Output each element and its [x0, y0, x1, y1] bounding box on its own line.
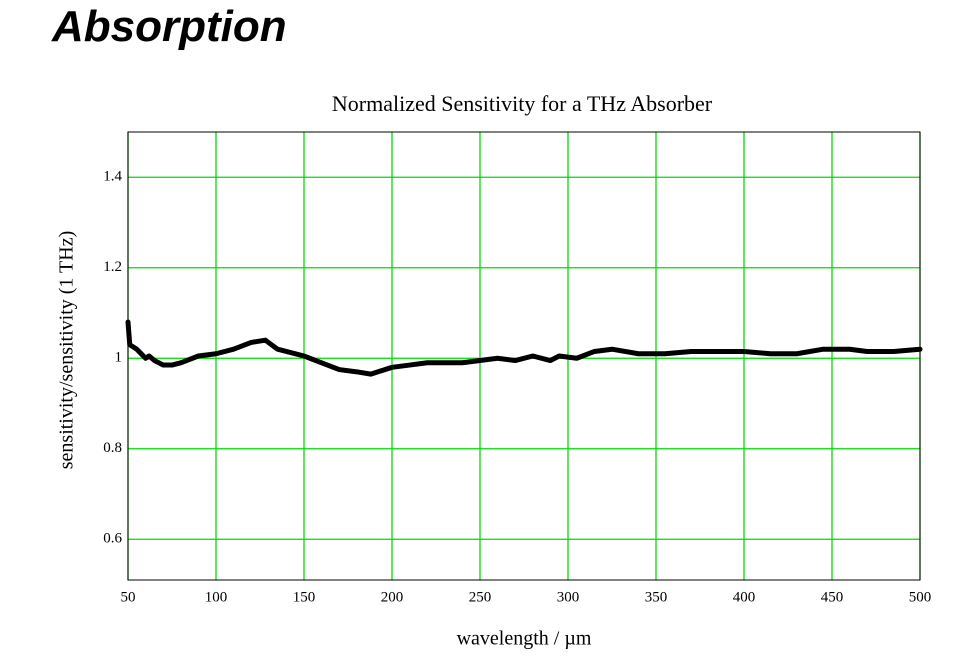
data-line: [125, 319, 923, 377]
y-axis-label: sensitivity/sensitivity (1 THz): [56, 231, 78, 470]
x-axis-label: wavelength / µm: [457, 628, 592, 650]
y-tick-label: 1: [115, 350, 123, 366]
y-tick-label: 0.6: [103, 531, 122, 547]
y-tick-label: 1.4: [103, 169, 122, 185]
x-tick-label: 350: [645, 589, 668, 605]
x-tick-label: 450: [821, 589, 844, 605]
y-tick-label: 1.2: [103, 259, 122, 275]
x-tick-label: 500: [909, 589, 932, 605]
x-tick-label: 100: [205, 589, 228, 605]
chart-title: Normalized Sensitivity for a THz Absorbe…: [332, 91, 713, 116]
page-title: Absorption: [52, 2, 287, 51]
x-tick-label: 250: [469, 589, 492, 605]
x-tick-label: 50: [121, 589, 136, 605]
x-tick-label: 300: [557, 589, 580, 605]
x-tick-label: 200: [381, 589, 404, 605]
y-tick-label: 0.8: [103, 440, 122, 456]
plot-frame: [127, 131, 921, 581]
x-tick-label: 150: [293, 589, 316, 605]
x-tick-label: 400: [733, 589, 756, 605]
